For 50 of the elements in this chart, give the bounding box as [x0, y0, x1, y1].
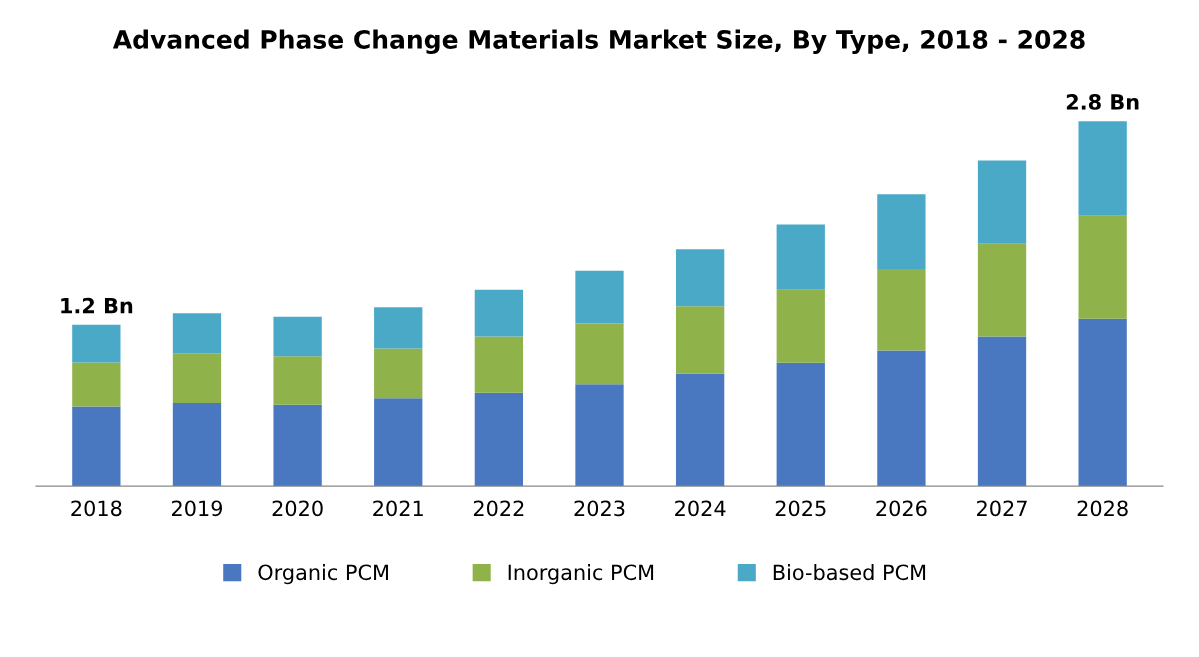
x-tick-label: 2022 [473, 500, 524, 517]
bar [675, 249, 725, 307]
bar [172, 402, 222, 487]
bar [374, 398, 423, 487]
bar [877, 350, 926, 487]
bar [273, 316, 322, 357]
bar [1078, 318, 1127, 487]
x-tick-label: 2023 [574, 500, 625, 517]
bar [172, 313, 222, 354]
bar [977, 243, 1027, 337]
x-tick-label: 2018 [71, 500, 122, 517]
bar [776, 224, 825, 290]
x-tick-label: 2027 [977, 500, 1027, 517]
bar [273, 356, 322, 405]
chart-title: Advanced Phase Change Materials Market Size, By Type, 2018 - 2028 [112, 29, 1085, 54]
bar [977, 336, 1027, 487]
annotation: 1.2 Bn [61, 297, 133, 314]
annotation: 2.8 Bn [1066, 94, 1139, 110]
bar [273, 404, 322, 487]
x-tick-label: 2024 [675, 500, 726, 517]
bar [575, 384, 624, 487]
bar [374, 348, 423, 399]
bar [575, 323, 624, 385]
bar [776, 362, 825, 487]
bar [977, 160, 1027, 244]
bar [72, 406, 121, 487]
x-tick-label: 2028 [1077, 500, 1128, 517]
x-tick-label: 2021 [373, 500, 423, 517]
x-tick-label: 2020 [272, 500, 323, 517]
bar [474, 392, 524, 487]
bar [374, 307, 423, 349]
bar [877, 194, 926, 269]
legend-label: Inorganic PCM [508, 564, 654, 585]
bar [1078, 121, 1127, 216]
x-tick-label: 2026 [876, 500, 927, 517]
legend-label: Bio-based PCM [773, 564, 926, 581]
bar [675, 306, 725, 374]
bar [72, 362, 121, 407]
bar [776, 289, 825, 363]
bar [575, 270, 624, 324]
x-tick-label: 2019 [171, 500, 223, 517]
bar [72, 324, 121, 363]
bar [474, 289, 524, 337]
x-tick-label: 2025 [775, 500, 826, 517]
bar [675, 373, 725, 487]
bar [1078, 215, 1127, 319]
bar [172, 353, 222, 403]
bar [877, 269, 926, 351]
bar [474, 336, 524, 393]
legend-label: Organic PCM [258, 564, 388, 585]
